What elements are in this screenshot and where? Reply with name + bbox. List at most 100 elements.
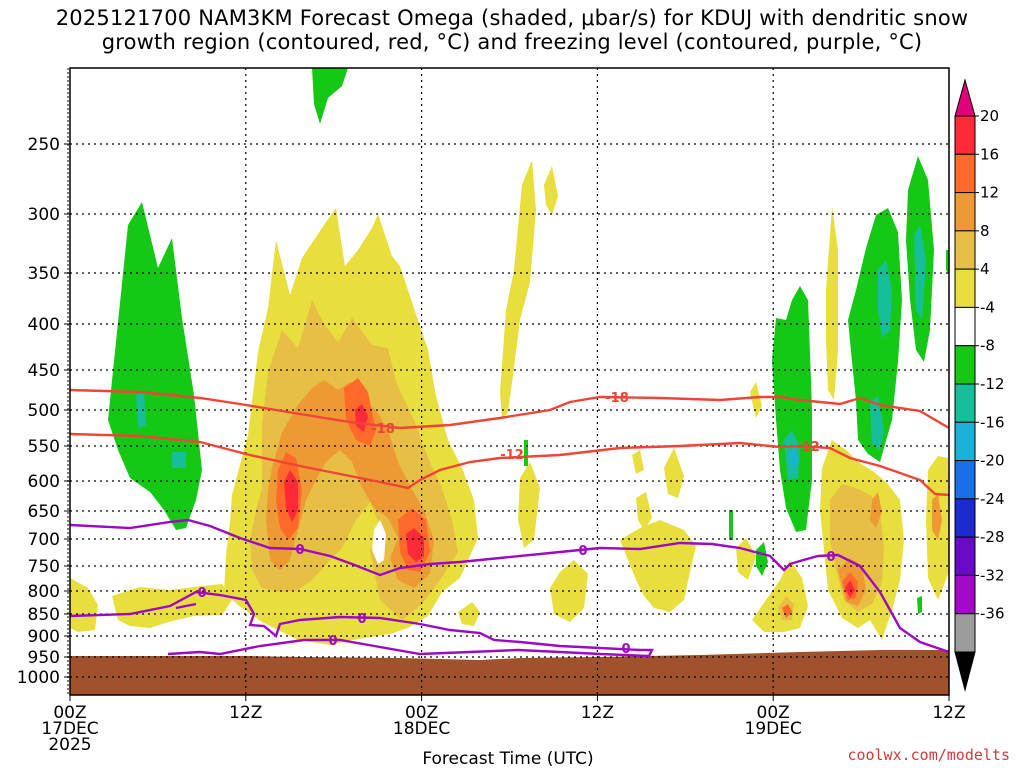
y-tick-label: 250 bbox=[28, 135, 60, 155]
y-tick-label: 350 bbox=[28, 264, 60, 284]
omega-region-4-right-vert bbox=[826, 206, 838, 400]
x-tick-label: 19DEC bbox=[745, 719, 802, 739]
freezing-contour-loop bbox=[70, 590, 654, 658]
colorbar-segment bbox=[954, 345, 976, 385]
colorbar-segment bbox=[954, 460, 976, 500]
y-tick-label: 750 bbox=[28, 557, 60, 577]
omega-region-12-right-edge bbox=[932, 494, 942, 540]
dgz-contour-minus12 bbox=[70, 432, 949, 497]
x-tick-label: 12Z bbox=[581, 703, 614, 723]
x-axis-label: Forecast Time (UTC) bbox=[422, 749, 593, 768]
omega-region-neg12-right-d bbox=[914, 225, 926, 320]
omega-region-neg8-top bbox=[312, 68, 348, 124]
y-tick-label: 650 bbox=[28, 502, 60, 522]
colorbar-label: 8 bbox=[980, 222, 990, 240]
x-tick-label: 18DEC bbox=[393, 719, 450, 739]
y-tick-label: 450 bbox=[28, 361, 60, 381]
omega-region-4-lowleft bbox=[70, 578, 98, 632]
x-tick-label: 12Z bbox=[932, 703, 965, 723]
colorbar-label: -4 bbox=[980, 298, 995, 316]
omega-region-4-streak-b bbox=[544, 166, 558, 215]
y-tick-label: 800 bbox=[28, 582, 60, 602]
contour-label: -18 bbox=[605, 391, 629, 406]
contour-label: 0 bbox=[621, 642, 630, 657]
colorbar-label: -36 bbox=[980, 605, 1005, 623]
freezing-contour-main bbox=[70, 518, 949, 654]
omega-region-4-streak-a bbox=[500, 160, 536, 420]
omega-region-4-streak-c bbox=[518, 462, 540, 548]
colorbar-segment bbox=[954, 306, 976, 347]
contour-label: -12 bbox=[796, 440, 820, 455]
plot-frame bbox=[69, 67, 950, 696]
omega-region-4-small-d bbox=[636, 492, 652, 530]
x-tick-label: 2025 bbox=[48, 735, 91, 755]
terrain bbox=[70, 650, 949, 695]
freezing-contour-small bbox=[175, 602, 197, 610]
colorbar-label: -16 bbox=[980, 413, 1005, 431]
omega-region-20-right-main bbox=[845, 580, 855, 598]
colorbar-label: -12 bbox=[980, 375, 1005, 393]
colorbar-segment bbox=[954, 536, 976, 576]
colorbar-label: -28 bbox=[980, 528, 1005, 546]
colorbar-segment bbox=[954, 230, 976, 270]
omega-region-neg8-small-b bbox=[917, 596, 922, 614]
omega-region-12-main bbox=[266, 380, 434, 588]
colorbar-segment bbox=[954, 574, 976, 615]
watermark: coolwx.com/modelts bbox=[847, 746, 1010, 764]
colorbar-label: -32 bbox=[980, 566, 1005, 584]
omega-region-4-small-g bbox=[750, 382, 762, 418]
y-tick-label: 400 bbox=[28, 315, 60, 335]
contour-label: 0 bbox=[578, 544, 587, 559]
colorbar-label: 16 bbox=[980, 145, 999, 163]
colorbar-label: -24 bbox=[980, 490, 1005, 508]
omega-region-16-right-low bbox=[782, 604, 792, 618]
omega-region-hole bbox=[372, 520, 386, 564]
contour-label: -18 bbox=[371, 422, 395, 437]
colorbar: 20 16 12 8 4 -4 -8 -12 -16 -20 -24 -28 -32 -36 bbox=[954, 78, 1005, 692]
colorbar-label: 4 bbox=[980, 260, 990, 278]
omega-region-12-right-b bbox=[870, 492, 882, 528]
omega-region-4-small-e bbox=[664, 448, 684, 498]
colorbar-segment bbox=[954, 153, 976, 194]
omega-region-neg8-left bbox=[108, 202, 202, 530]
colorbar-segment bbox=[954, 192, 976, 232]
contour-label: 0 bbox=[826, 550, 835, 565]
y-axis: 2503003504004505005506006507007508008509… bbox=[17, 135, 70, 688]
y-tick-label: 500 bbox=[28, 401, 60, 421]
y-tick-label: 850 bbox=[28, 605, 60, 625]
y-tick-label: 300 bbox=[28, 205, 60, 225]
colorbar-segment bbox=[954, 268, 976, 308]
y-tick-label: 550 bbox=[28, 437, 60, 457]
grid bbox=[70, 68, 949, 695]
omega-region-4-small-a bbox=[458, 602, 480, 626]
x-tick-label: 00Z bbox=[53, 703, 86, 723]
x-tick-label: 00Z bbox=[405, 703, 438, 723]
colorbar-label: 20 bbox=[980, 107, 999, 125]
omega-region-20-b bbox=[406, 528, 424, 562]
contour-labels: -18 -18 -12 -12 0 0 0 0 0 0 0 bbox=[197, 391, 835, 657]
dgz-contour-minus18 bbox=[70, 388, 949, 430]
contours bbox=[70, 388, 949, 658]
colorbar-top-arrow bbox=[954, 78, 976, 117]
colorbar-label: -8 bbox=[980, 337, 995, 355]
omega-region-neg8-small-c bbox=[729, 510, 733, 540]
chart-title: 2025121700 NAM3KM Forecast Omega (shaded… bbox=[0, 6, 1024, 54]
colorbar-bottom-arrow bbox=[954, 651, 976, 692]
omega-region-neg12-left-b bbox=[172, 452, 186, 468]
omega-region-20-a bbox=[284, 470, 298, 522]
colorbar-segment bbox=[954, 498, 976, 538]
y-tick-label: 1000 bbox=[17, 668, 60, 688]
omega-region-neg8-small-a bbox=[756, 542, 768, 576]
y-tick-label: 900 bbox=[28, 627, 60, 647]
omega-region-neg12-left bbox=[136, 392, 146, 428]
contour-label: 0 bbox=[357, 612, 366, 627]
y-tick-label: 950 bbox=[28, 648, 60, 668]
omega-region-4-small-f bbox=[736, 538, 756, 580]
colorbar-segment bbox=[954, 613, 976, 653]
contour-label: 0 bbox=[295, 543, 304, 558]
x-tick-label: 17DEC bbox=[41, 719, 98, 739]
omega-region-neg8-right-a bbox=[772, 286, 812, 532]
omega-region-neg16-right-a bbox=[788, 448, 798, 470]
